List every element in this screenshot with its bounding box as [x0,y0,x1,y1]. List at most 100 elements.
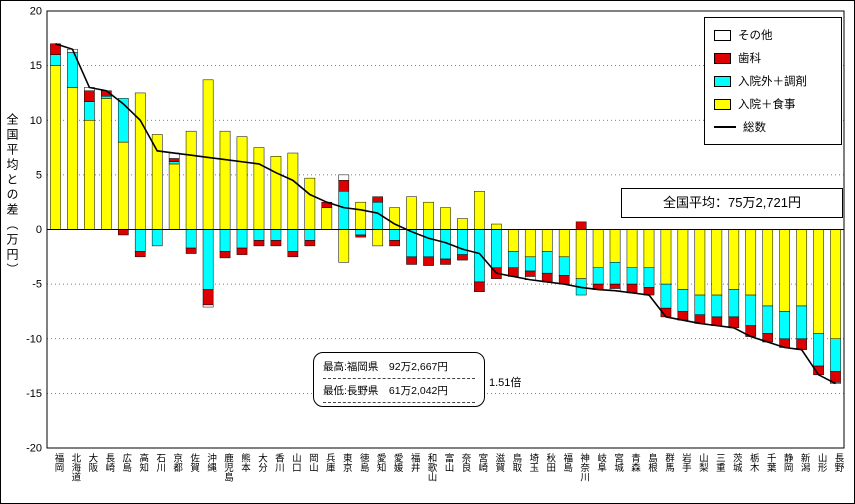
y-tick-label: -20 [26,443,42,455]
x-axis-label: 東京 [340,453,352,472]
bar-segment [185,247,197,254]
x-axis-label: 奈良 [459,453,471,472]
x-axis-label: 岐阜 [595,453,607,472]
bar-segment [643,229,655,268]
x-axis-label: 富山 [442,453,454,472]
bar-segment [830,338,841,372]
bar-segment [440,258,451,265]
x-axis-label: 愛媛 [391,453,403,472]
bar-segment [779,311,790,339]
total-line [55,43,836,385]
x-axis-label: 三重 [713,453,725,472]
x-axis-label: 岡山 [306,453,318,472]
legend-item-inpatient: 入院＋食事 [714,96,832,112]
x-axis-label: 群馬 [662,453,674,472]
bar-segment [287,229,299,252]
x-axis-label: 熊本 [239,453,250,472]
bar-segment [304,229,316,241]
bar-segment [813,333,824,367]
y-tick-label: -10 [26,333,42,345]
legend-item-other: その他 [714,27,832,43]
bar-segment [677,289,689,312]
bar-segment [50,54,61,66]
bar-segment [728,289,740,318]
bar-segment [745,229,757,296]
x-axis-label: 徳島 [357,453,369,472]
bar-segment [50,65,61,230]
bar-segment [287,251,299,258]
bar-segment [355,234,367,238]
x-axis-label: 岩手 [679,453,691,472]
bar-segment [423,229,434,258]
bar-segment [338,229,350,263]
x-axis-label: 大分 [255,453,267,472]
bar-segment [457,218,468,230]
x-axis-label: 福井 [408,453,420,472]
x-axis-label: 新潟 [798,453,810,472]
bar-segment [236,247,248,255]
bar-segment [474,281,485,293]
x-axis-label: 山形 [815,453,827,472]
y-tick-label: -15 [26,388,42,400]
max-label: 最高:福岡県 92万2,667円 [323,358,475,379]
bar-segment [507,251,519,268]
bar-segment [236,136,248,230]
bar-segment [84,120,95,230]
x-axis-label: 長野 [832,453,844,472]
bar-segment [796,338,807,350]
x-axis-label: 滋賀 [493,453,505,472]
bar-segment [270,229,282,241]
bar-segment [270,156,282,230]
bar-segment [474,191,485,230]
bar-segment [117,229,129,236]
legend-label-inpatient: 入院＋食事 [738,99,796,111]
bar-segment [253,147,265,230]
x-axis-label: 埼玉 [527,453,539,472]
bar-segment [304,177,316,230]
bar-segment [762,229,774,307]
bar-segment [711,229,723,296]
bar-segment [355,201,367,230]
bar-segment [609,229,621,263]
bar-segment [423,256,434,266]
bar-segment [117,141,129,230]
min-label: 最低:長野県 61万2,042円 [323,382,475,403]
y-axis-title: 全国平均との差（万円） [5,113,19,278]
bar-segment [219,251,231,259]
x-axis-label: 佐賀 [188,453,200,472]
legend-swatch-total-line [714,126,736,128]
legend-swatch-outpatient [714,75,731,87]
bar-segment [524,256,536,272]
bar-segment [728,316,740,329]
bar-segment [134,251,146,258]
bar-segment [796,305,807,340]
bar-segment [389,240,400,247]
bar-segment [84,101,95,121]
national-average-box: 全国平均：75万2,721円 [621,188,843,218]
legend-item-outpatient: 入院外＋調剤 [714,73,832,89]
x-axis-label: 秋田 [544,453,556,472]
legend-label-dental: 歯科 [738,53,761,65]
bar-segment [253,240,265,247]
x-axis-label: 兵庫 [323,453,335,472]
bar-segment [626,267,638,285]
bar-segment [711,294,723,318]
bar-segment [338,174,350,181]
bar-segment [423,201,434,230]
bar-segment [491,223,502,230]
bar-segment [117,98,129,143]
legend-label-outpatient: 入院外＋調剤 [738,76,807,88]
bar-segment [524,270,536,277]
bar-segment [609,283,621,289]
x-axis-label: 宮城 [612,453,624,472]
x-axis-label: 北海道 [69,453,81,482]
bar-segment [185,229,197,249]
bar-segment [440,207,451,230]
bar-segment [524,229,536,258]
bar-segment [558,256,570,276]
legend-swatch-other [714,29,731,41]
ratio-label: 1.51倍 [489,377,522,389]
bar-segment [541,229,553,252]
x-axis-label: 福岡 [52,453,64,472]
